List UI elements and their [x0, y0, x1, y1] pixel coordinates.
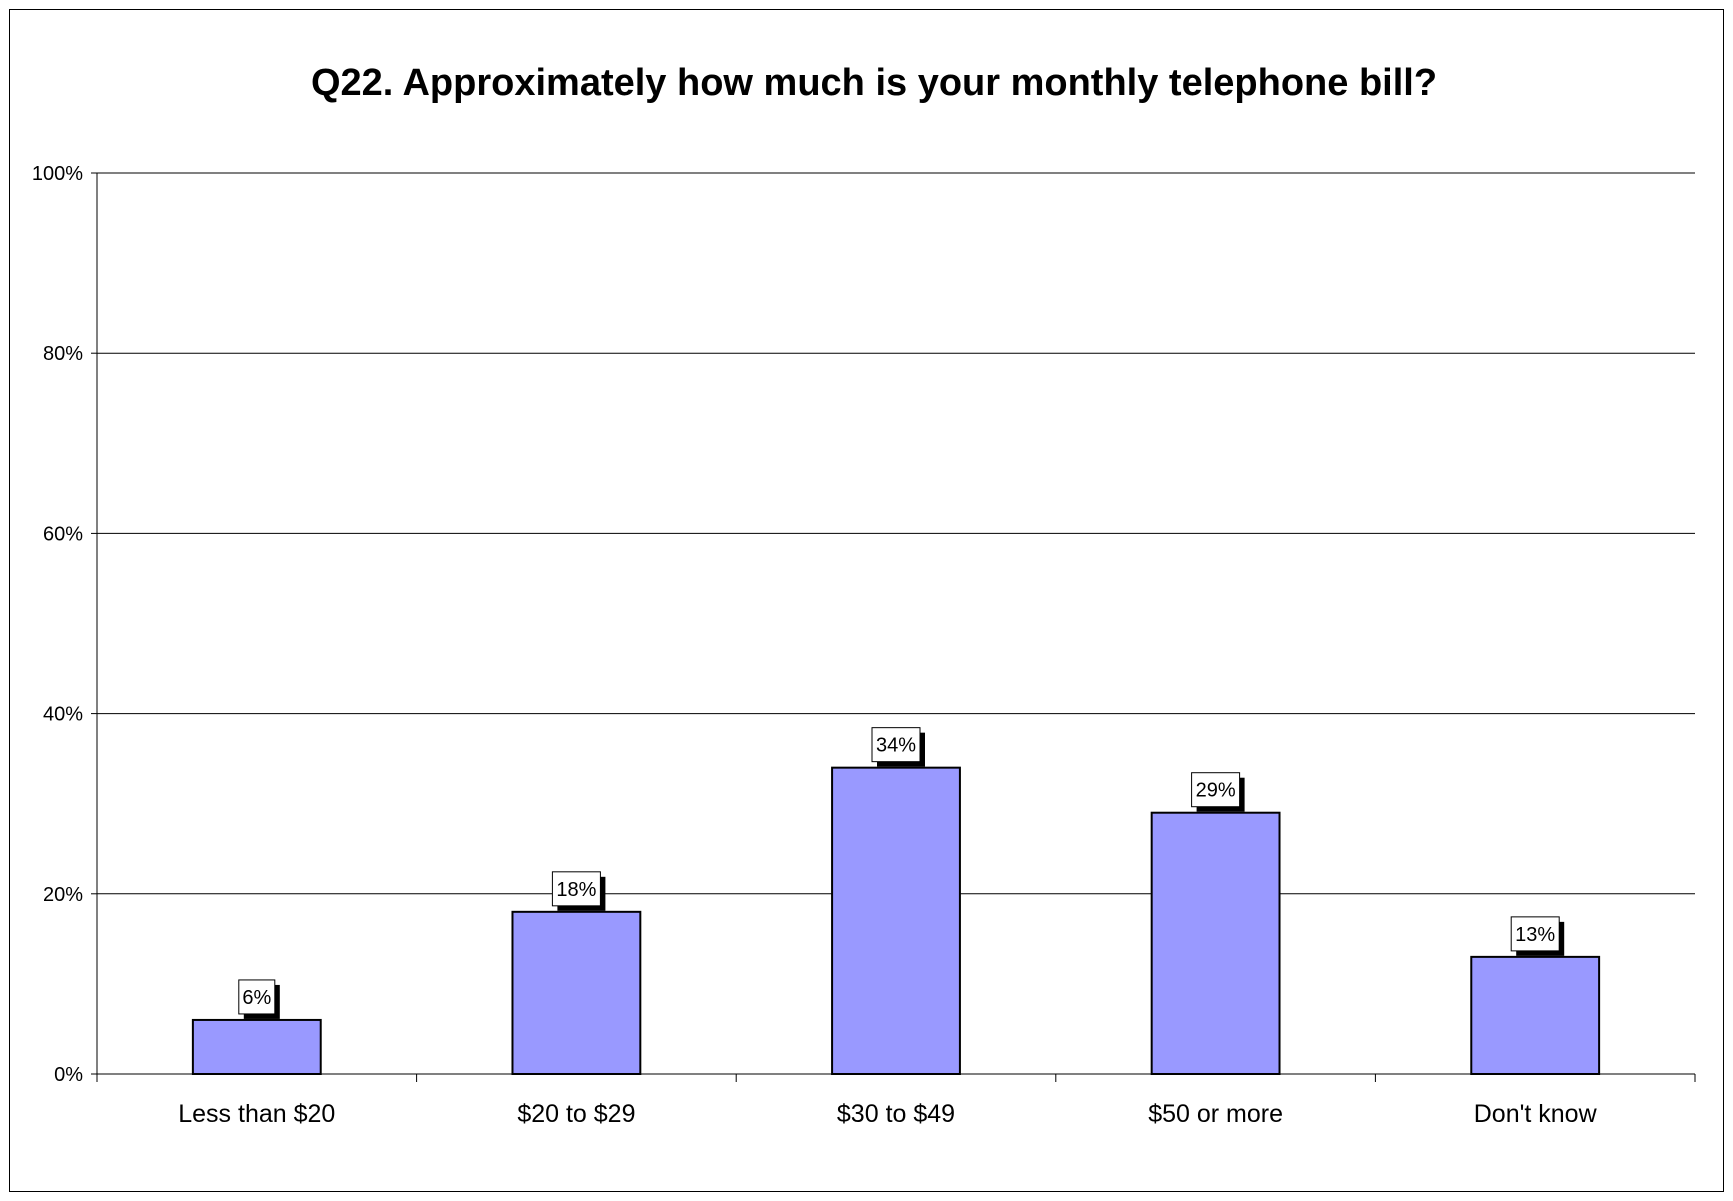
data-label: 13%: [1515, 924, 1555, 946]
data-label-box: [1191, 772, 1241, 808]
data-label-box: [238, 979, 276, 1015]
data-label: 18%: [556, 879, 596, 901]
data-label-box: [1510, 916, 1560, 952]
category-label: $30 to $49: [837, 1100, 955, 1128]
category-labels: Less than $20 $20 to $29 $30 to $49 $50 or …: [178, 1100, 1597, 1128]
data-label: 29%: [1196, 780, 1236, 802]
y-tick-label: 60%: [43, 523, 83, 545]
data-label-box: [871, 727, 921, 763]
chart-title: Q22. Approximately how much is your mont…: [311, 62, 1437, 104]
data-label-box: [551, 871, 601, 907]
category-label: Don't know: [1474, 1100, 1598, 1128]
y-tick-label: 80%: [43, 343, 83, 365]
category-label: Less than $20: [178, 1100, 335, 1128]
category-label: $20 to $29: [517, 1100, 635, 1128]
data-label: 34%: [876, 735, 916, 757]
gridlines: [97, 172, 1695, 895]
data-labels: 6% 18% 34% 29% 13%: [238, 727, 1565, 1019]
y-tick-label: 20%: [43, 884, 83, 906]
bar: [1150, 811, 1281, 1076]
bar: [831, 766, 961, 1075]
bar: [511, 910, 642, 1075]
y-tick-label: 0%: [54, 1064, 83, 1086]
data-label: 6%: [242, 987, 271, 1009]
y-tick-label: 40%: [43, 704, 83, 726]
y-tick-label: 100%: [32, 163, 83, 185]
bar: [1470, 955, 1601, 1075]
bar: [191, 1018, 322, 1076]
bars: [191, 766, 1601, 1076]
category-label: $50 or more: [1148, 1100, 1283, 1128]
